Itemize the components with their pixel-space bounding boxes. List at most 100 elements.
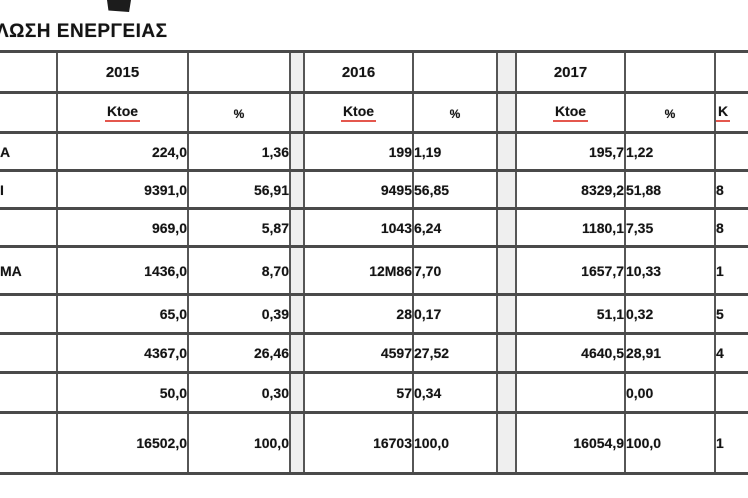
spacer-cell [289,371,305,414]
cell-2015-ktoe: 224,0 [56,131,189,172]
cell-2017-ktoe: 4640,5 [515,332,626,374]
spacer-cell [289,293,305,335]
spacer-cell [496,50,517,94]
total-2016-ktoe: 16703 [303,411,414,475]
cell-2015-ktoe: 1436,0 [56,245,189,296]
percent-header-2015: % [187,91,291,134]
cell-2017-pct: 51,88 [624,169,716,210]
spacer-cell [289,332,305,374]
cell-2017-pct: 10,33 [624,245,716,296]
year-header-2016: 2016 [303,50,414,94]
cell-2015-pct: 5,87 [187,207,291,248]
total-row: 16502,0 100,0 16703 100,0 16054,9 100,0 … [0,411,748,475]
spacer-cell [496,332,517,374]
spacer-cell [496,131,517,172]
percent-label: % [664,106,676,121]
ktoe-label: Ktoe [340,103,377,122]
corner-cell [0,91,58,134]
spacer-cell [496,245,517,296]
cell-2015-ktoe: 9391,0 [56,169,189,210]
cell-2015-pct: 1,36 [187,131,291,172]
empty-cell [187,50,291,94]
cell-2015-pct: 0,30 [187,371,291,414]
spacer-cell [289,50,305,94]
ktoe-header-2016: Ktoe [303,91,414,134]
ktoe-header-2017: Ktoe [515,91,626,134]
cell-cutoff: 8 [714,207,748,248]
cell-2015-ktoe: 969,0 [56,207,189,248]
cell-2016-ktoe: 1043 [303,207,414,248]
spacer-cell [496,91,517,134]
cell-cutoff: 8 [714,169,748,210]
percent-label: % [233,106,245,121]
cell-2015-pct: 56,91 [187,169,291,210]
cell-2016-ktoe: 4597 [303,332,414,374]
row-label: Ι [0,169,58,210]
cell-2015-ktoe: 65,0 [56,293,189,335]
cell-2015-ktoe: 4367,0 [56,332,189,374]
cell-cutoff: 5 [714,293,748,335]
cell-2017-pct: 1,22 [624,131,716,172]
percent-header-2017: % [624,91,716,134]
total-2015-ktoe: 16502,0 [56,411,189,475]
cell-2016-pct: 0,17 [412,293,498,335]
cell-2016-ktoe: 199 [303,131,414,172]
table-row: 969,0 5,87 1043 6,24 1180,1 7,35 8 [0,207,748,248]
cell-2016-ktoe: 28 [303,293,414,335]
cell-2016-ktoe: 9495 [303,169,414,210]
table-row: Α 224,0 1,36 199 1,19 195,7 1,22 [0,131,748,172]
cell-2017-ktoe: 1180,1 [515,207,626,248]
row-label: ΜΑ [0,245,58,296]
table-row: 65,0 0,39 28 0,17 51,1 0,32 5 [0,293,748,335]
ktoe-header-2015: Ktoe [56,91,189,134]
year-header-2015: 2015 [56,50,189,94]
ktoe-header-cutoff: K [714,91,748,134]
spacer-cell [289,207,305,248]
cell-cutoff: 1 [714,245,748,296]
cell-2015-pct: 8,70 [187,245,291,296]
percent-header-2016: % [412,91,498,134]
spacer-cell [289,245,305,296]
cell-2017-pct: 7,35 [624,207,716,248]
subheader-row: Ktoe % Ktoe % Ktoe % K [0,91,748,134]
spacer-cell [289,169,305,210]
total-2017-pct: 100,0 [624,411,716,475]
spacer-cell [289,411,305,475]
spacer-cell [289,131,305,172]
year-header-row: 2015 2016 2017 [0,50,748,94]
spacer-cell [496,411,517,475]
cell-cutoff: 4 [714,332,748,374]
cell-2015-ktoe: 50,0 [56,371,189,414]
cell-cutoff [714,131,748,172]
cell-2016-pct: 1,19 [412,131,498,172]
cell-cutoff [714,371,748,414]
cell-2016-ktoe: 57 [303,371,414,414]
total-2016-pct: 100,0 [412,411,498,475]
cell-2017-ktoe: 195,7 [515,131,626,172]
row-label: Α [0,131,58,172]
year-header-2017: 2017 [515,50,626,94]
table-row: 50,0 0,30 57 0,34 0,00 [0,371,748,414]
energy-consumption-table: 2015 2016 2017 Ktoe % Ktoe % Ktoe % K Α [0,50,748,475]
ktoe-label: Ktoe [552,103,589,122]
cell-2016-ktoe: 12M86 [303,245,414,296]
row-label [0,332,58,374]
spacer-cell [496,293,517,335]
row-label [0,371,58,414]
total-cutoff: 1 [714,411,748,475]
total-2015-pct: 100,0 [187,411,291,475]
spacer-cell [496,207,517,248]
table-row: ΜΑ 1436,0 8,70 12M86 7,70 1657,7 10,33 1 [0,245,748,296]
row-label [0,411,58,475]
cell-2017-pct: 0,00 [624,371,716,414]
cell-2016-pct: 56,85 [412,169,498,210]
ktoe-label: K [717,103,731,122]
cell-2017-ktoe: 8329,2 [515,169,626,210]
cell-2017-ktoe: 51,1 [515,293,626,335]
cell-2017-pct: 0,32 [624,293,716,335]
table-row: Ι 9391,0 56,91 9495 56,85 8329,2 51,88 8 [0,169,748,210]
row-label [0,293,58,335]
table-row: 4367,0 26,46 4597 27,52 4640,5 28,91 4 [0,332,748,374]
total-2017-ktoe: 16054,9 [515,411,626,475]
cell-2016-pct: 6,24 [412,207,498,248]
